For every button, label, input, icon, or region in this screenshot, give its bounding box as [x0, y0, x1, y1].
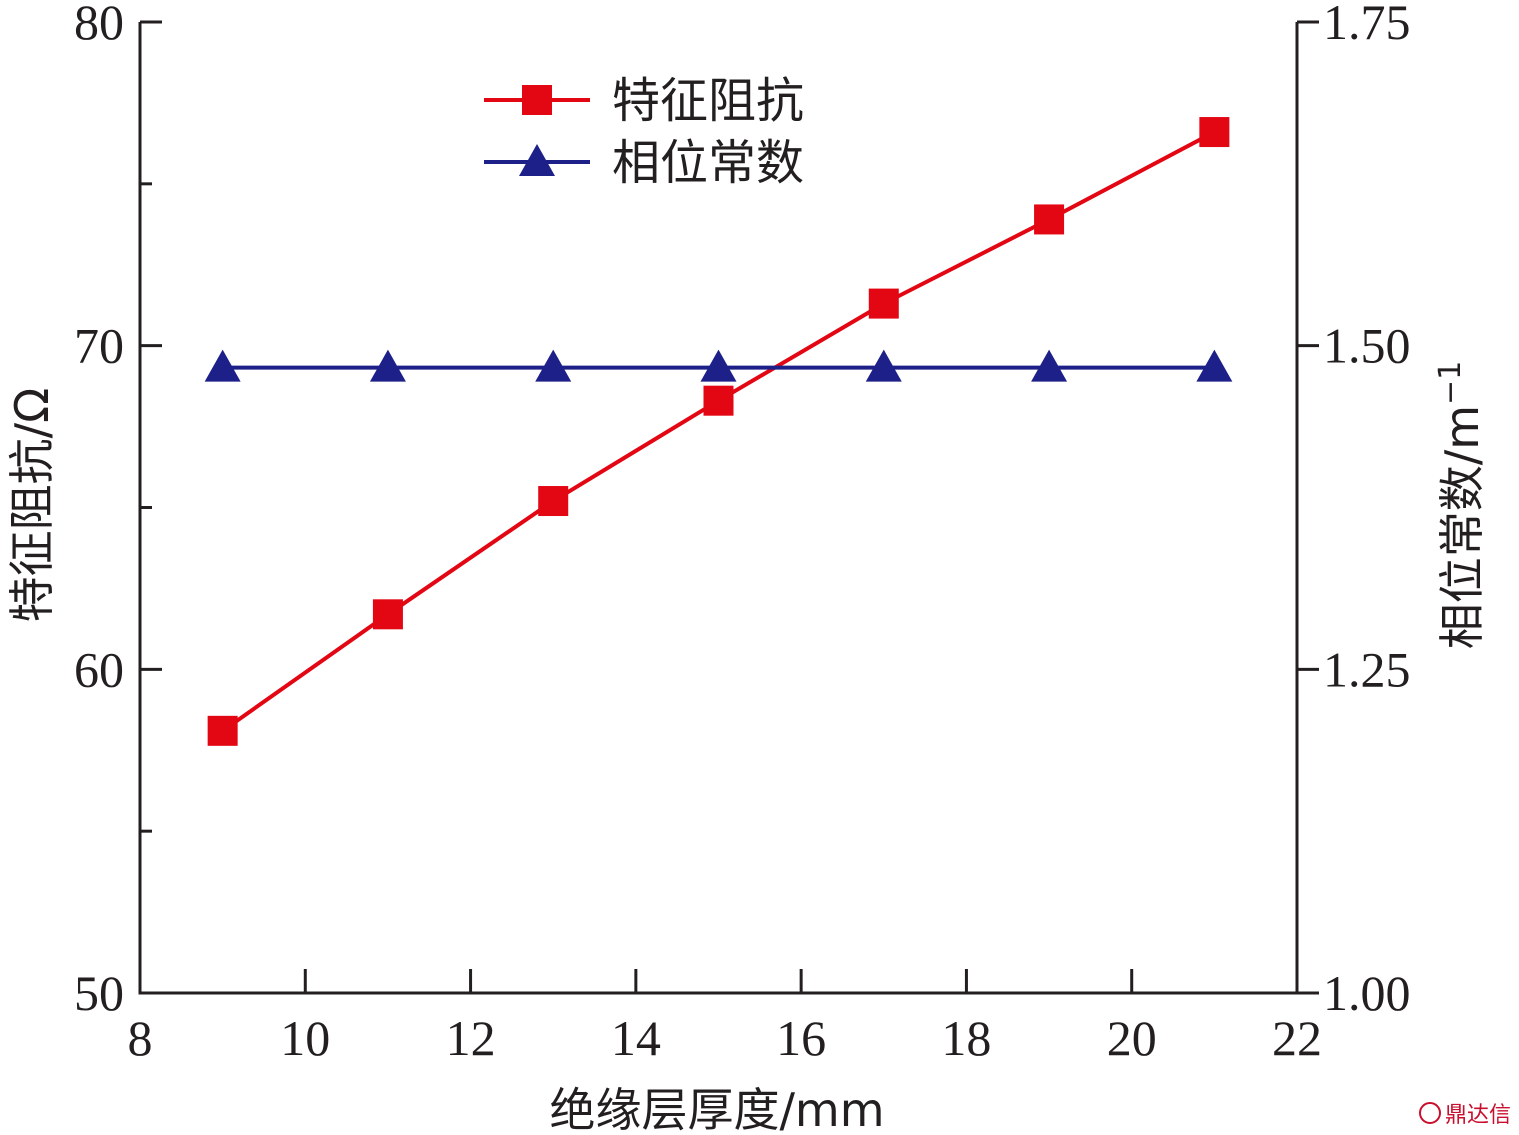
data-point-series-2	[204, 349, 241, 382]
y-axis-right-title-sup: −1	[1433, 361, 1468, 405]
x-tick-label: 16	[776, 1010, 826, 1066]
ticks: 8 10 12 14 16 18 20 22 50 60 70 80 1.00 1.25 1.50 1.75	[74, 0, 1411, 1066]
x-tick-label: 18	[941, 1010, 991, 1066]
legend-marker-1	[522, 85, 552, 115]
y-axis-right-title-base: 相位常数/m	[1435, 405, 1489, 649]
legend-label-2: 相位常数	[612, 135, 804, 191]
legend-marker-2	[519, 144, 555, 176]
watermark-logo-icon	[1418, 1102, 1441, 1124]
data-point-series-1	[372, 599, 403, 630]
watermark-text: 鼎达信	[1444, 1103, 1511, 1128]
y-right-tick-label: 1.50	[1323, 318, 1411, 374]
x-axis-title: 绝缘层厚度/mm	[549, 1083, 884, 1135]
x-tick-label: 12	[446, 1010, 496, 1066]
y-axis-left-title: 特征阻抗/Ω	[5, 388, 59, 623]
data-point-series-1	[703, 385, 734, 416]
data-point-series-2	[535, 349, 572, 382]
data-point-series-2	[1196, 349, 1233, 382]
y-left-tick-label: 80	[74, 0, 124, 50]
x-tick-label: 14	[611, 1010, 661, 1066]
x-tick-label: 8	[128, 1010, 153, 1066]
data-point-series-1	[207, 715, 238, 746]
series-line-1	[221, 130, 1216, 733]
data-point-series-1	[538, 486, 569, 517]
data-point-series-1	[1199, 117, 1230, 148]
data-point-series-1	[868, 288, 899, 319]
data-point-series-2	[865, 349, 902, 382]
data-point-series-2	[369, 349, 406, 382]
x-tick-label: 10	[280, 1010, 330, 1066]
axis-titles: 绝缘层厚度/mm 特征阻抗/Ω 相位常数/m−1	[5, 361, 1489, 1135]
x-tick-label: 20	[1107, 1010, 1157, 1066]
data-point-series-2	[1031, 349, 1068, 382]
y-right-tick-label: 1.00	[1323, 965, 1411, 1021]
legend-label-1: 特征阻抗	[612, 73, 804, 129]
y-left-tick-label: 60	[74, 641, 124, 697]
y-right-tick-label: 1.25	[1323, 641, 1411, 697]
y-axis-right-title: 相位常数/m−1	[1433, 361, 1489, 650]
y-left-tick-label: 70	[74, 318, 124, 374]
y-left-tick-label: 50	[74, 965, 124, 1021]
data-point-series-1	[1034, 204, 1065, 235]
data-point-series-2	[700, 349, 737, 382]
watermark: 鼎达信	[1418, 1097, 1511, 1129]
x-tick-label: 22	[1272, 1010, 1322, 1066]
y-right-tick-label: 1.75	[1323, 0, 1411, 50]
series-layer	[204, 117, 1233, 746]
